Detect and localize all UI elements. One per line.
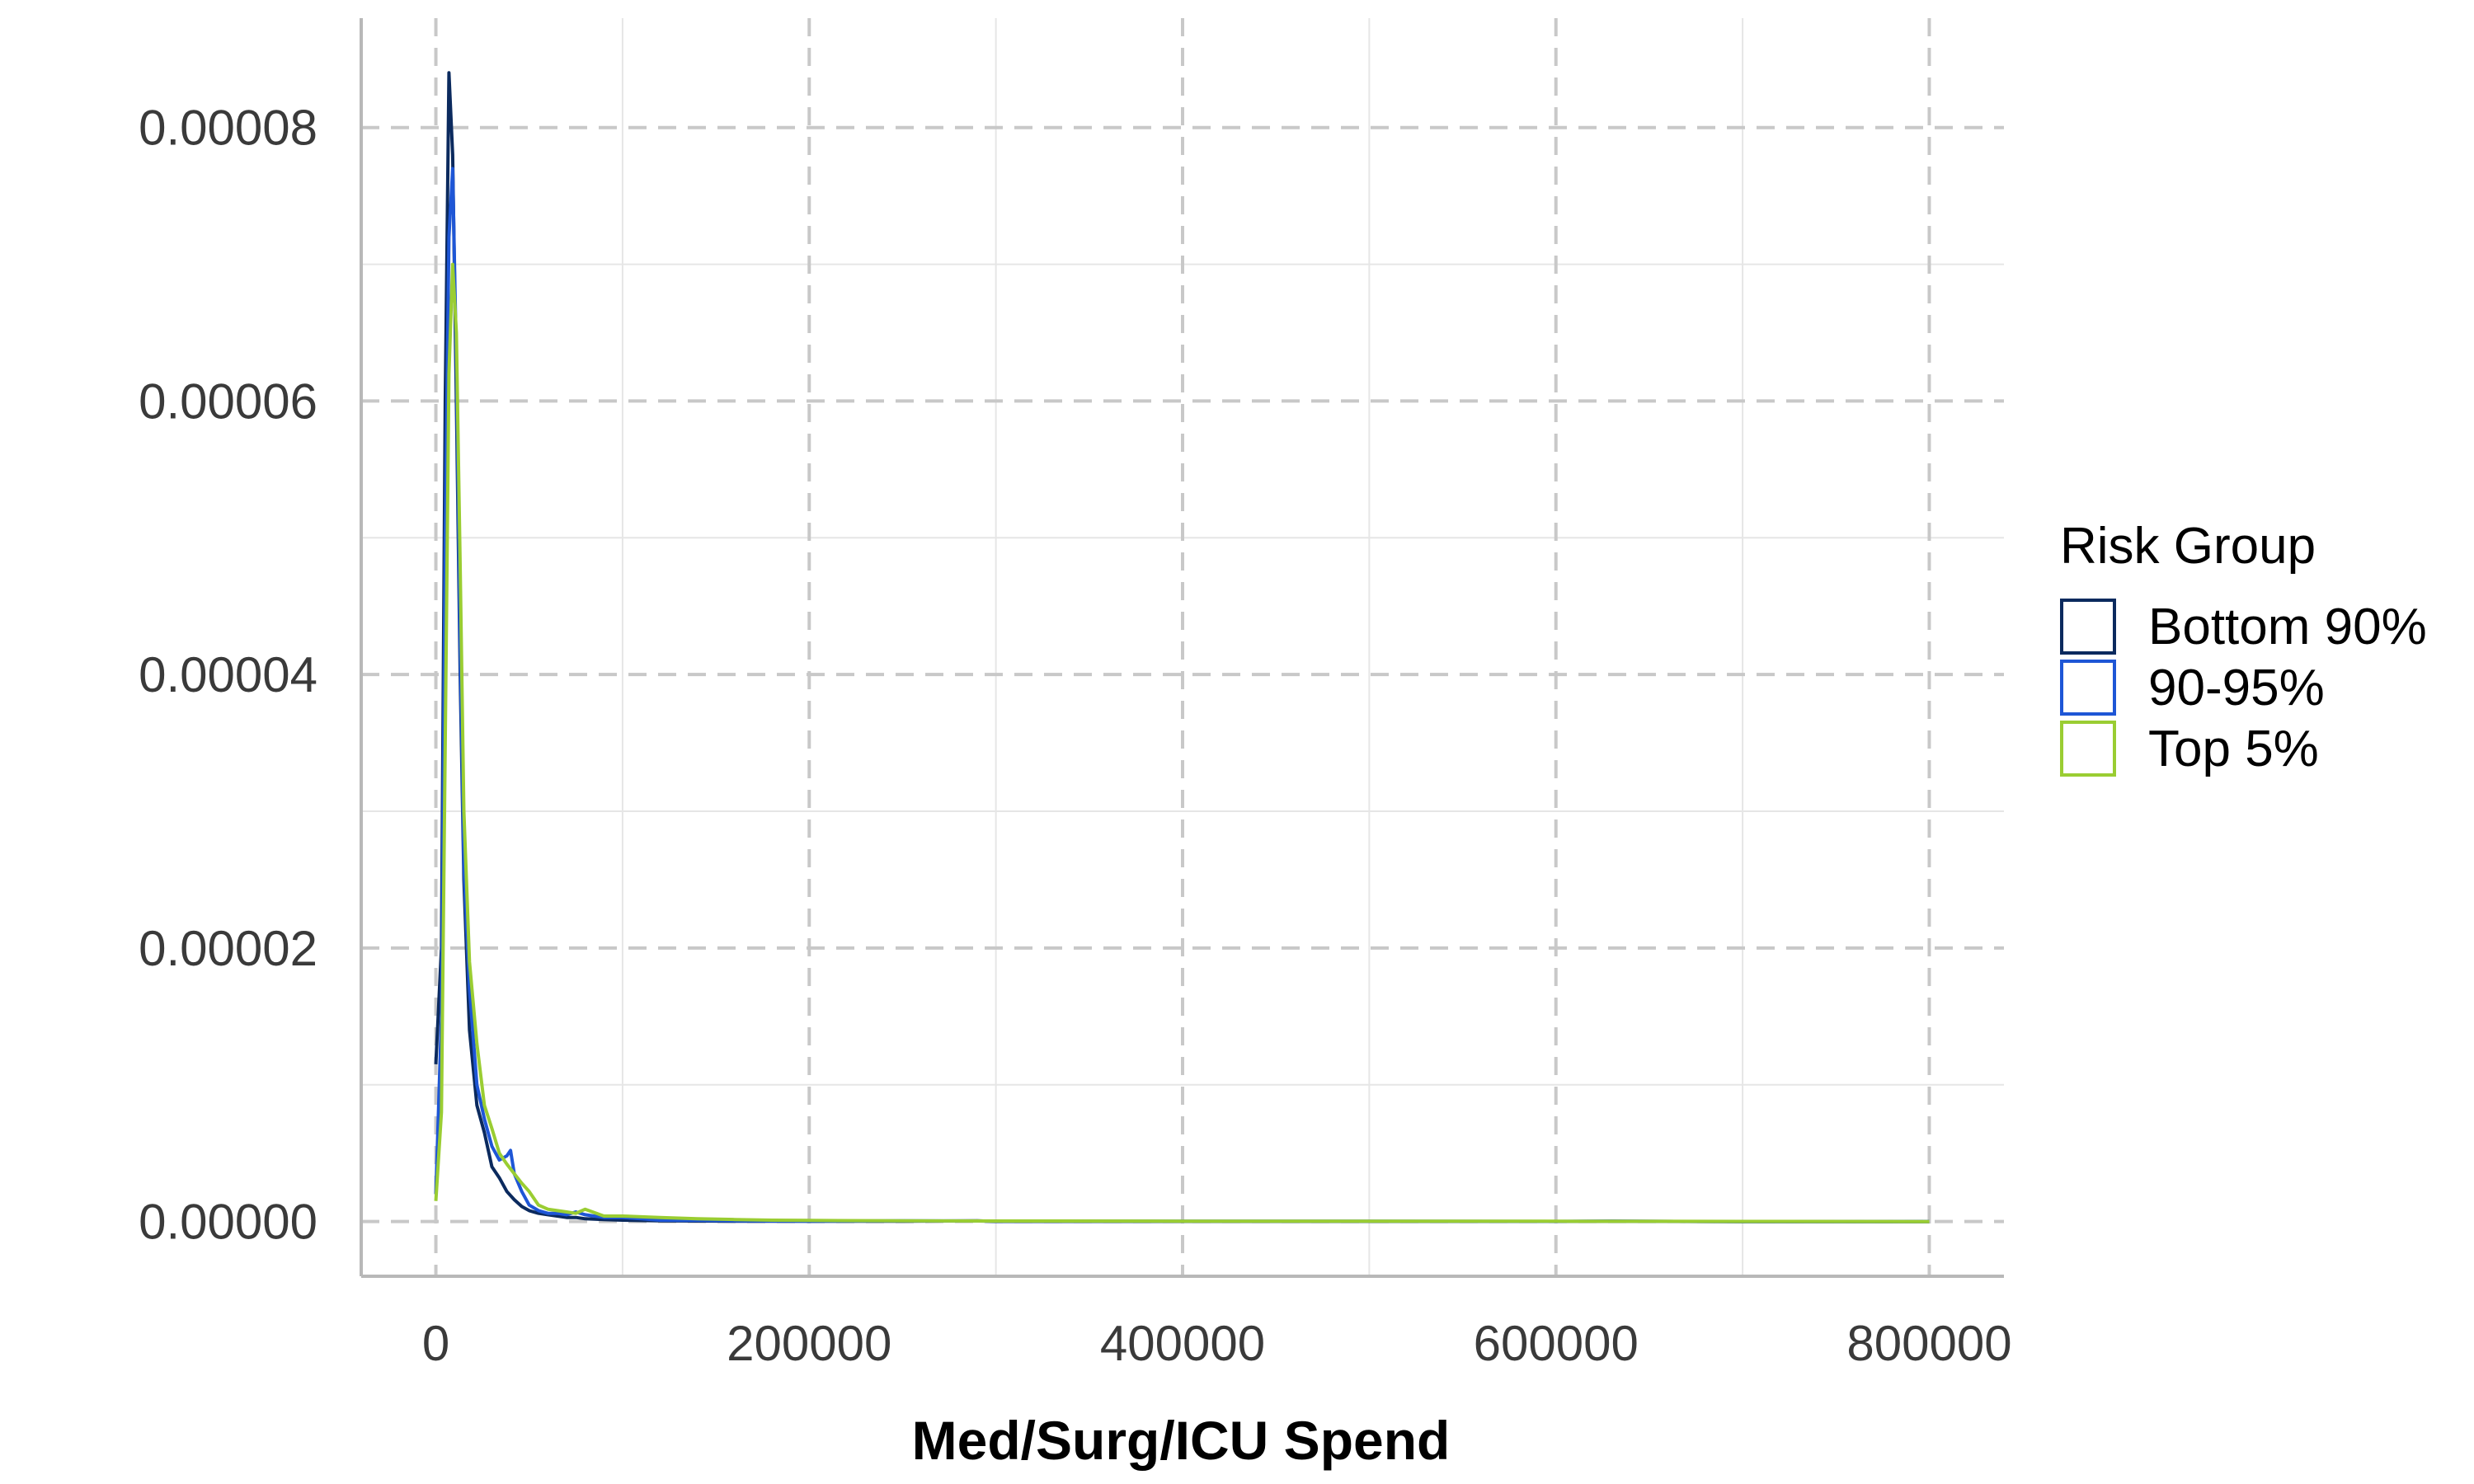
x-tick-label: 800000 xyxy=(1846,1316,2011,1371)
axes xyxy=(360,18,2004,1278)
x-tick-label: 600000 xyxy=(1474,1316,1639,1371)
y-tick-label: 0.00004 xyxy=(139,647,317,702)
major-grid xyxy=(361,18,2004,1276)
x-tick-label: 0 xyxy=(422,1316,449,1371)
legend-label-bottom-90: Bottom 90% xyxy=(2148,599,2427,655)
y-tick-label: 0.00002 xyxy=(139,921,317,976)
legend-key-bottom-90 xyxy=(2060,599,2116,655)
series-lines xyxy=(434,71,1930,1223)
tick-labels: 0 200000 400000 600000 800000 0.00000 0.00002 0… xyxy=(139,101,2011,1371)
x-tick-label: 200000 xyxy=(727,1316,891,1371)
x-tick-label: 400000 xyxy=(1100,1316,1265,1371)
legend-title: Risk Group xyxy=(2060,518,2316,575)
legend: Risk Group Bottom 90%90-95%Top 5% xyxy=(2060,518,2427,777)
legend-key-90-95 xyxy=(2060,660,2116,716)
legend-items: Bottom 90%90-95%Top 5% xyxy=(2060,599,2427,777)
y-tick-label: 0.00008 xyxy=(139,101,317,156)
series-line-top-5 xyxy=(434,262,1930,1223)
legend-key-top-5 xyxy=(2060,721,2116,777)
y-tick-label: 0.00000 xyxy=(139,1195,317,1250)
y-tick-label: 0.00006 xyxy=(139,373,317,429)
legend-label-90-95: 90-95% xyxy=(2148,660,2325,716)
x-axis-title: Med/Surg/ICU Spend xyxy=(912,1410,1451,1471)
legend-label-top-5: Top 5% xyxy=(2148,721,2319,777)
